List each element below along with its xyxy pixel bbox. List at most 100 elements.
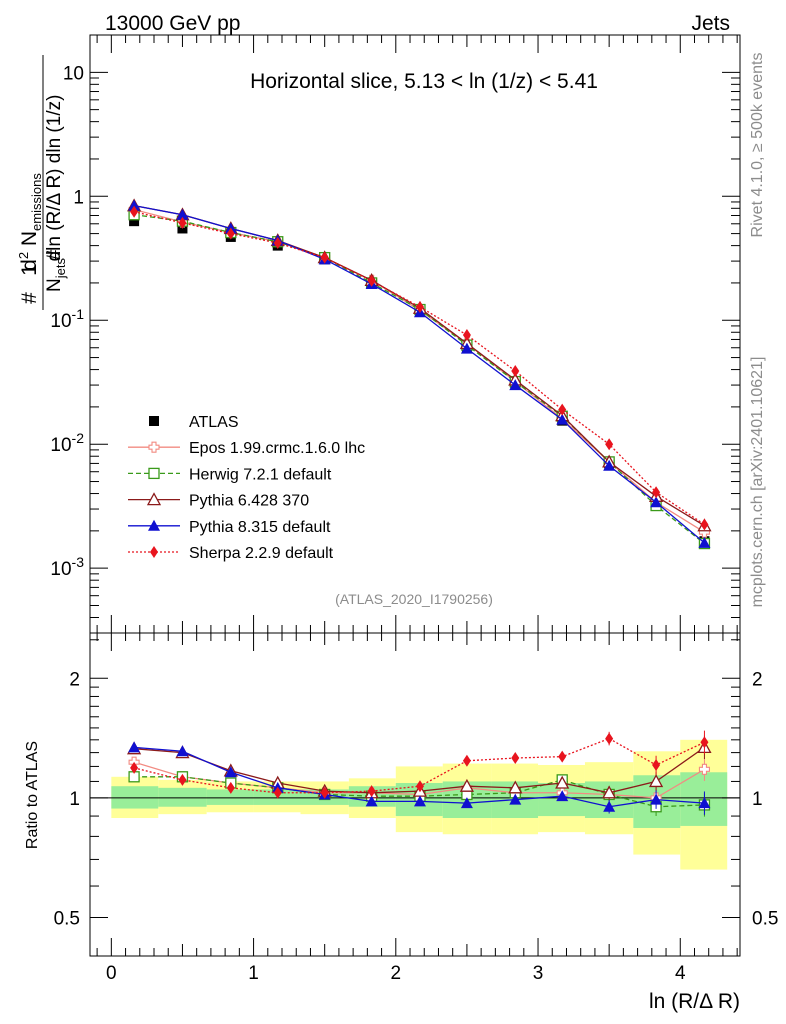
legend-label: Epos 1.99.crmc.1.6.0 lhc [189,440,365,457]
point-pythia-4 [176,208,189,220]
x-tick-label: 0 [106,963,117,984]
ratio-point-sherpa-5 [320,786,329,799]
point-sherpa-5 [178,216,187,229]
legend-label: Pythia 8.315 default [189,519,331,536]
legend-label: Sherpa 2.2.9 default [189,545,334,562]
point-sherpa-5 [511,364,520,377]
legend-label: Herwig 7.2.1 default [189,466,332,483]
ratio-panel-frame [89,632,741,957]
svg-text:Njets: Njets [44,258,68,292]
ratio-point-sherpa-5 [178,773,187,786]
y-tick-label: 10-3 [50,554,84,580]
energy-label: 13000 GeV pp [105,12,240,35]
ratio-y-tick-label: 1 [69,789,80,810]
ratio-y-tick-label-right: 2 [752,669,763,690]
point-sherpa-5 [558,403,567,416]
ratio-point-pythia-3 [459,778,475,792]
ratio-point-pythia-3 [648,774,664,788]
svg-text:dln (R/Δ R) dln (1/z): dln (R/Δ R) dln (1/z) [44,95,65,262]
svg-text:1: 1 [18,264,41,276]
svg-text:#: # [44,249,65,260]
ratio-point-sherpa-5 [700,736,709,749]
point-pythia-4 [698,536,711,548]
x-tick-label: 2 [391,963,402,984]
point-sherpa-5 [652,486,661,499]
legend-marker [148,441,160,453]
svg-text:d2 Nemissions: d2 Nemissions [16,173,44,271]
top-panel-frame [89,34,741,634]
ratio-point-pythia-4 [413,795,426,807]
legend-entry: Pythia 6.428 370 [128,492,309,510]
ratio-point-pythia-4 [224,766,237,778]
point-pythia-4 [128,199,141,211]
point-sherpa-5 [226,227,235,240]
ratio-y-axis-title: Ratio to ATLAS [24,741,41,849]
point-pythia-4 [603,459,616,471]
y-axis-title: # 1 Njets d2 Nemissions dln (R/Δ R) dln … [16,55,68,310]
top-panel-series [126,198,712,550]
legend-label: ATLAS [189,414,239,431]
y-tick-label: 10-1 [50,306,84,332]
ratio-point-pythia-3 [602,785,617,799]
ratio-point-epos-1 [698,763,710,775]
ratio-y-tick-label-right: 0.5 [752,908,778,929]
x-tick-label: 4 [675,963,686,984]
y-tick-label: 10-2 [50,430,84,456]
point-sherpa-5 [605,438,614,451]
x-axis-title: ln (R/Δ R) [649,990,740,1013]
ratio-point-sherpa-5 [273,786,282,799]
ratio-point-pythia-3 [555,775,570,789]
legend-marker [150,546,158,558]
inner-band-bin [206,789,254,805]
ratio-point-sherpa-5 [652,758,661,771]
point-sherpa-5 [367,274,376,287]
legend-marker [149,416,159,426]
point-pythia-4 [650,496,663,508]
ratio-y-tick-label: 2 [69,669,80,690]
point-pythia-4 [509,379,522,391]
point-sherpa-5 [462,329,471,342]
ratio-point-sherpa-5 [462,754,471,767]
point-pythia-4 [460,342,473,354]
legend-entry: Epos 1.99.crmc.1.6.0 lhc [128,440,365,457]
point-sherpa-5 [320,251,329,264]
ratio-point-sherpa-5 [226,781,235,794]
analysis-watermark: (ATLAS_2020_I1790256) [335,591,493,607]
mcplots-label: mcplots.cern.ch [arXiv:2401.10621] [749,357,766,608]
ratio-point-pythia-4 [650,793,663,805]
ratio-point-pythia-4 [698,797,711,809]
legend: ATLAS Epos 1.99.crmc.1.6.0 lhc Herwig 7.2.… [128,414,365,562]
x-tick-label: 1 [248,963,259,984]
legend-marker [148,519,160,531]
inner-band-bin [158,787,207,807]
legend-entry: Sherpa 2.2.9 default [128,545,334,562]
ratio-point-sherpa-5 [511,752,520,765]
legend-marker [146,492,162,506]
point-sherpa-5 [273,236,282,249]
ratio-point-pythia-4 [603,800,616,812]
point-sherpa-5 [415,300,424,313]
legend-label: Pythia 6.428 370 [189,493,309,510]
ratio-point-pythia-4 [365,795,378,807]
ratio-panel-series [126,730,712,817]
point-pythia-4 [556,413,569,425]
ratio-point-sherpa-5 [558,750,567,763]
ratio-point-pythia-4 [509,793,522,805]
legend-entry: Herwig 7.2.1 default [128,466,332,483]
svg-text:#: # [18,292,41,304]
legend-entry: ATLAS [149,414,239,431]
ratio-uncertainty-bands [90,739,740,870]
point-sherpa-5 [130,205,139,218]
chart-title: Horizontal slice, 5.13 < ln (1/z) < 5.41 [250,70,598,93]
ratio-point-pythia-3 [508,780,523,794]
legend-entry: Pythia 8.315 default [128,519,331,536]
series-line-epos-1 [133,209,705,533]
legend-marker [148,467,160,480]
y-tick-label: 1 [73,187,84,208]
rivet-label: Rivet 4.1.0, ≥ 500k events [749,53,766,238]
ratio-point-sherpa-5 [605,732,614,745]
ratio-point-sherpa-5 [367,785,376,798]
ratio-point-pythia-4 [460,797,473,809]
ratio-point-pythia-4 [556,790,569,802]
